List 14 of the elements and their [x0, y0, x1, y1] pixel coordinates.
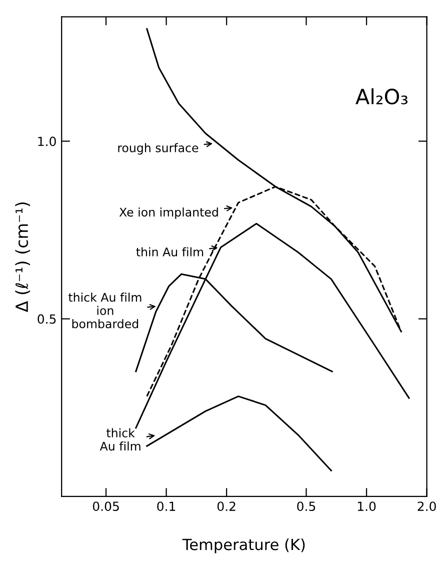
annotation: Al₂O₃ — [356, 88, 408, 104]
annotation: thick Au film — [100, 428, 140, 451]
x-tick-label: 0.1 — [157, 502, 176, 512]
x-tick-label: 0.5 — [297, 502, 316, 512]
annotation: thick Au film ion bombarded — [68, 292, 142, 328]
annotation: Xe ion implanted — [119, 207, 218, 219]
x-tick-label: 0.2 — [217, 502, 236, 512]
x-tick-label: 2.0 — [418, 502, 436, 512]
y-axis-title: Δ (ℓ⁻¹) (cm⁻¹) — [15, 202, 30, 312]
x-axis-title: Temperature (K) — [182, 538, 305, 554]
x-tick-label: 0.05 — [92, 502, 119, 512]
annotation: thin Au film — [136, 247, 204, 256]
x-tick-label: 1.0 — [358, 502, 376, 512]
annotation: rough surface — [118, 143, 198, 155]
